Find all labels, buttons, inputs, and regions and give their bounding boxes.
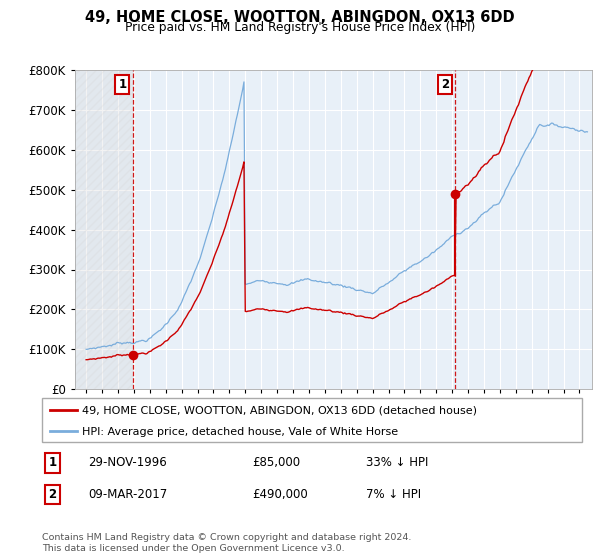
Text: Contains HM Land Registry data © Crown copyright and database right 2024.
This d: Contains HM Land Registry data © Crown c… [42,533,412,553]
FancyBboxPatch shape [42,398,582,442]
Text: 1: 1 [118,78,127,91]
Text: £490,000: £490,000 [253,488,308,501]
Text: 49, HOME CLOSE, WOOTTON, ABINGDON, OX13 6DD: 49, HOME CLOSE, WOOTTON, ABINGDON, OX13 … [85,10,515,25]
Text: 2: 2 [49,488,56,501]
Text: HPI: Average price, detached house, Vale of White Horse: HPI: Average price, detached house, Vale… [83,427,398,437]
Text: 49, HOME CLOSE, WOOTTON, ABINGDON, OX13 6DD (detached house): 49, HOME CLOSE, WOOTTON, ABINGDON, OX13 … [83,405,478,415]
Text: 1: 1 [49,456,56,469]
Text: Price paid vs. HM Land Registry's House Price Index (HPI): Price paid vs. HM Land Registry's House … [125,21,475,34]
Text: 29-NOV-1996: 29-NOV-1996 [88,456,167,469]
Text: 33% ↓ HPI: 33% ↓ HPI [366,456,428,469]
Bar [73,70,133,389]
Text: 09-MAR-2017: 09-MAR-2017 [88,488,167,501]
Text: 7% ↓ HPI: 7% ↓ HPI [366,488,421,501]
Text: £85,000: £85,000 [253,456,301,469]
Text: 2: 2 [441,78,449,91]
